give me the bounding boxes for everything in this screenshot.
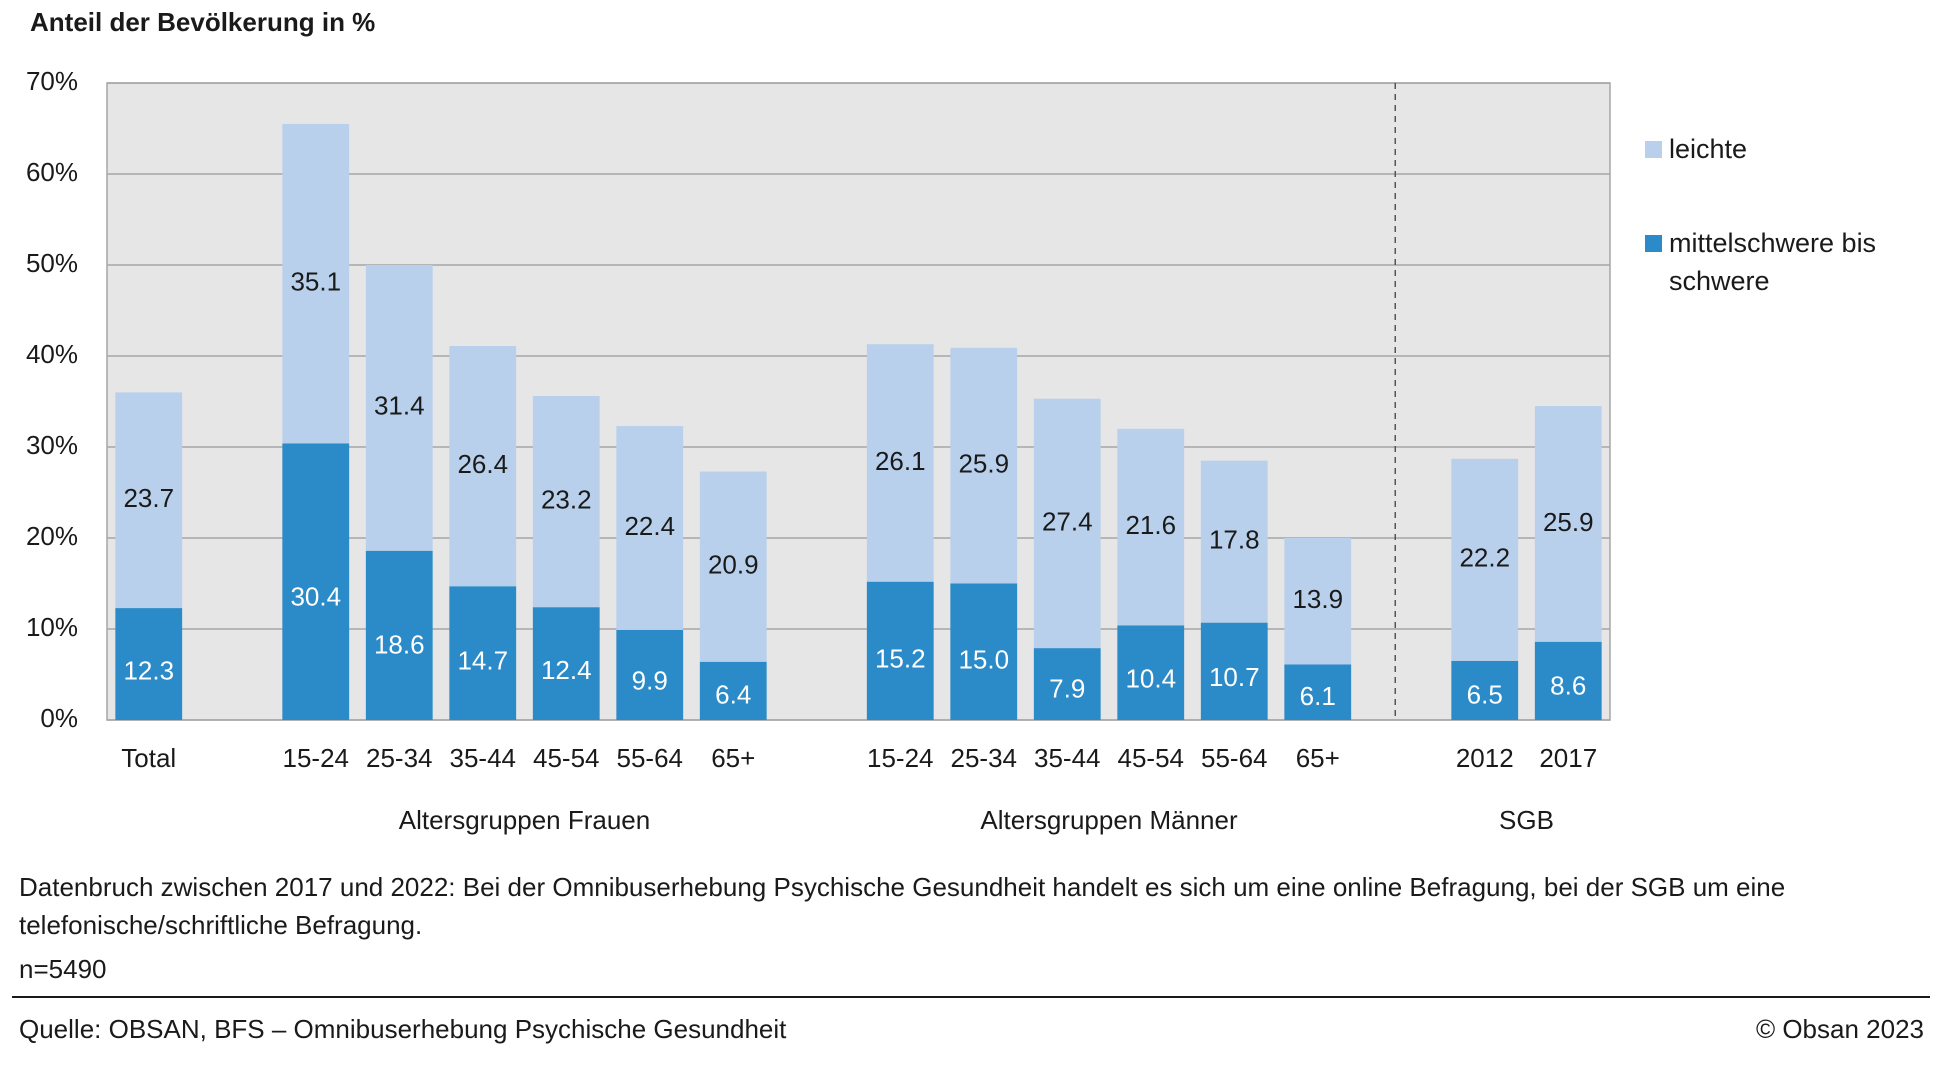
x-tick-label: 65+ bbox=[711, 743, 755, 773]
data-label: 18.6 bbox=[374, 630, 425, 660]
legend-swatch bbox=[1645, 141, 1662, 158]
data-label: 9.9 bbox=[632, 665, 668, 695]
data-label: 22.4 bbox=[624, 511, 675, 541]
plot-border bbox=[106, 82, 1611, 721]
y-tick-label: 30% bbox=[26, 430, 78, 460]
data-label: 26.4 bbox=[457, 449, 508, 479]
data-label: 6.5 bbox=[1467, 679, 1503, 709]
bar-segment bbox=[1117, 428, 1185, 626]
group-label: Altersgruppen Männer bbox=[980, 805, 1238, 835]
y-tick-label: 40% bbox=[26, 339, 78, 369]
bar-segment bbox=[866, 581, 934, 720]
bar-segment bbox=[532, 396, 600, 608]
note: n=5490 bbox=[19, 954, 107, 984]
bar-segment bbox=[282, 123, 350, 444]
bar-segment bbox=[1451, 458, 1519, 661]
data-label: 15.2 bbox=[875, 644, 926, 674]
bar-segment bbox=[115, 608, 183, 720]
data-label: 21.6 bbox=[1125, 510, 1176, 540]
y-tick-label: 20% bbox=[26, 521, 78, 551]
x-tick-label: 15-24 bbox=[867, 743, 934, 773]
bar-segment bbox=[1033, 398, 1101, 649]
x-tick-label: 2017 bbox=[1539, 743, 1597, 773]
data-label: 10.4 bbox=[1125, 663, 1176, 693]
legend-label: leichte bbox=[1669, 134, 1748, 164]
bar-segment bbox=[1451, 660, 1519, 720]
bar-segment bbox=[950, 347, 1018, 584]
y-tick-label: 10% bbox=[26, 612, 78, 642]
bar-segment bbox=[115, 392, 183, 609]
x-tick-label: 35-44 bbox=[450, 743, 517, 773]
data-label: 23.2 bbox=[541, 484, 592, 514]
x-tick-label: 25-34 bbox=[951, 743, 1018, 773]
bar-segment bbox=[1534, 641, 1602, 720]
group-label: Altersgruppen Frauen bbox=[399, 805, 650, 835]
data-label: 13.9 bbox=[1292, 584, 1343, 614]
y-tick-label: 0% bbox=[40, 703, 78, 733]
data-label: 30.4 bbox=[290, 581, 341, 611]
bar-segment bbox=[699, 471, 767, 662]
bar-segment bbox=[866, 344, 934, 582]
data-label: 12.4 bbox=[541, 655, 592, 685]
x-tick-label: 45-54 bbox=[1118, 743, 1185, 773]
data-label: 15.0 bbox=[958, 644, 1009, 674]
bar-segment bbox=[449, 586, 517, 720]
bar-segment bbox=[616, 426, 684, 630]
x-tick-label: 25-34 bbox=[366, 743, 433, 773]
data-label: 12.3 bbox=[123, 656, 174, 686]
bar-segment bbox=[365, 265, 433, 551]
copyright: © Obsan 2023 bbox=[1755, 1014, 1924, 1044]
bar-segment bbox=[1534, 406, 1602, 642]
y-tick-label: 70% bbox=[26, 66, 78, 96]
bar-segment bbox=[950, 583, 1018, 720]
data-label: 22.2 bbox=[1459, 543, 1510, 573]
data-label: 31.4 bbox=[374, 391, 425, 421]
x-tick-label: 15-24 bbox=[283, 743, 350, 773]
y-tick-label: 60% bbox=[26, 157, 78, 187]
source: Quelle: OBSAN, BFS – Omnibuserhebung Psy… bbox=[19, 1014, 787, 1044]
data-label: 25.9 bbox=[1543, 507, 1594, 537]
data-label: 8.6 bbox=[1550, 671, 1586, 701]
data-label: 6.4 bbox=[715, 680, 751, 710]
data-label: 6.1 bbox=[1300, 681, 1336, 711]
data-label: 14.7 bbox=[457, 646, 508, 676]
bar-segment bbox=[1033, 648, 1101, 720]
note: Datenbruch zwischen 2017 und 2022: Bei d… bbox=[19, 872, 1786, 940]
legend-swatch bbox=[1645, 235, 1662, 252]
group-label: SGB bbox=[1499, 805, 1554, 835]
bar-segment bbox=[1200, 622, 1268, 720]
x-tick-label: 45-54 bbox=[533, 743, 600, 773]
data-label: 10.7 bbox=[1209, 662, 1260, 692]
bar-segment bbox=[365, 550, 433, 720]
bar-segment bbox=[449, 345, 517, 587]
bar-segment bbox=[532, 607, 600, 720]
x-tick-label: 35-44 bbox=[1034, 743, 1101, 773]
data-label: 7.9 bbox=[1049, 674, 1085, 704]
data-label: 25.9 bbox=[958, 449, 1009, 479]
bar-segment bbox=[1284, 664, 1352, 720]
data-label: 26.1 bbox=[875, 446, 926, 476]
data-label: 17.8 bbox=[1209, 525, 1260, 555]
x-tick-label: Total bbox=[121, 743, 176, 773]
data-label: 35.1 bbox=[290, 267, 341, 297]
chart-title: Anteil der Bevölkerung in % bbox=[30, 7, 375, 37]
data-label: 20.9 bbox=[708, 550, 759, 580]
bar-segment bbox=[1284, 538, 1352, 665]
x-tick-label: 55-64 bbox=[617, 743, 684, 773]
plot-area bbox=[107, 83, 1610, 720]
bar-segment bbox=[699, 661, 767, 720]
bar-segment bbox=[1117, 625, 1185, 720]
x-tick-label: 55-64 bbox=[1201, 743, 1268, 773]
bar-segment bbox=[1200, 460, 1268, 623]
x-tick-label: 2012 bbox=[1456, 743, 1514, 773]
bar-segment bbox=[616, 629, 684, 720]
x-tick-label: 65+ bbox=[1296, 743, 1340, 773]
data-label: 23.7 bbox=[123, 483, 174, 513]
data-label: 27.4 bbox=[1042, 506, 1093, 536]
bar-segment bbox=[282, 443, 350, 720]
legend-label: mittelschwere bis schwere bbox=[1669, 228, 1877, 296]
y-tick-label: 50% bbox=[26, 248, 78, 278]
